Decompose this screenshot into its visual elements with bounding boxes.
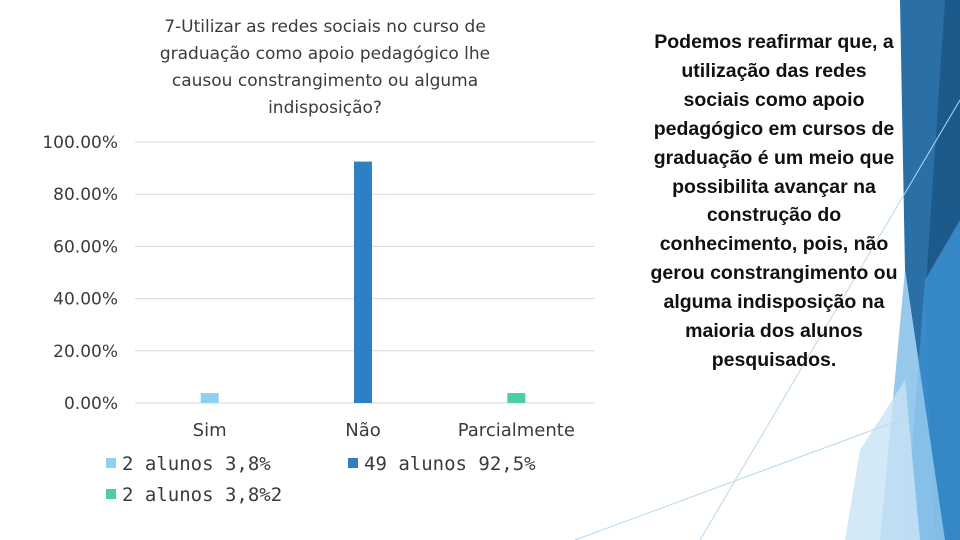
bars xyxy=(200,161,526,403)
y-axis-ticks: 100.00% 80.00% 60.00% 40.00% 20.00% 0.00% xyxy=(42,133,118,414)
chart-title: 7-Utilizar as redes sociais no curso de … xyxy=(160,17,490,118)
x-category-label: Sim xyxy=(193,420,227,441)
legend-swatch xyxy=(106,489,116,499)
chart-title-line: indisposição? xyxy=(268,98,382,118)
x-axis-categories: Sim Não Parcialmente xyxy=(193,420,575,441)
y-tick-label: 20.00% xyxy=(53,342,118,362)
y-tick-label: 100.00% xyxy=(42,133,118,153)
y-tick-label: 40.00% xyxy=(53,290,118,310)
y-tick-label: 0.00% xyxy=(64,394,118,414)
legend-swatch xyxy=(106,458,116,468)
y-tick-label: 80.00% xyxy=(53,185,118,205)
bar-parcialmente xyxy=(507,393,526,403)
x-category-label: Não xyxy=(345,420,381,441)
deco-line-2 xyxy=(699,99,960,540)
y-tick-label: 60.00% xyxy=(53,237,118,257)
x-category-label: Parcialmente xyxy=(458,420,575,441)
legend-label: 49 alunos 92,5% xyxy=(364,453,536,475)
legend-label: 2 alunos 3,8% xyxy=(122,453,271,475)
bar-sim xyxy=(200,393,219,403)
deco-line-1 xyxy=(574,419,901,540)
legend: 2 alunos 3,8% 49 alunos 92,5% 2 alunos 3,8… xyxy=(106,453,536,506)
chart-title-line: causou constrangimento ou alguma xyxy=(172,71,478,91)
chart-title-line: graduação como apoio pedagógico lhe xyxy=(160,44,490,64)
legend-swatch xyxy=(348,458,358,468)
legend-label: 2 alunos 3,8%2 xyxy=(122,484,282,506)
chart-title-line: 7-Utilizar as redes sociais no curso de xyxy=(164,17,486,37)
bar-não xyxy=(354,161,372,403)
body-text: Podemos reafirmar que, a utilização das … xyxy=(650,31,898,371)
deco-shape-pale xyxy=(845,380,920,540)
